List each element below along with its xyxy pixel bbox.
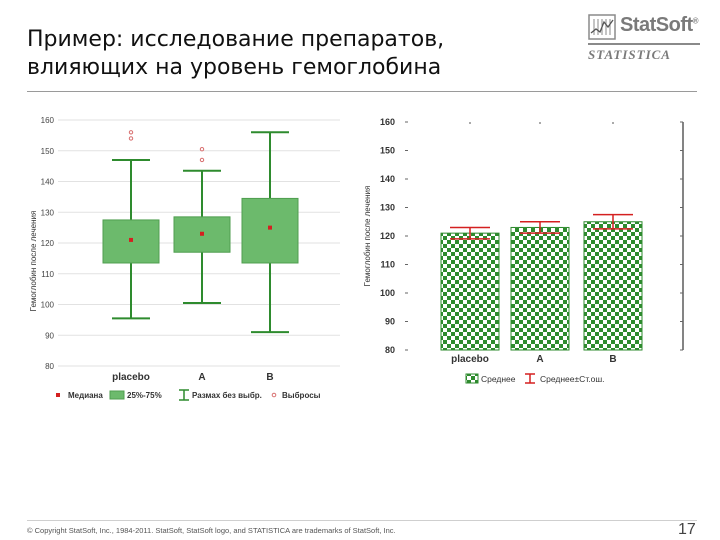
legend-median-label: Медиана xyxy=(68,391,103,400)
legend-error-label: Среднее±Ст.ош. xyxy=(540,374,605,384)
bar-y-tick-label: 150 xyxy=(380,146,395,156)
bar-y-tick-label: 140 xyxy=(380,174,395,184)
box-plot-chart: 80 90 100 110 120 130 140 150 160 placebo A B Гемо… xyxy=(29,116,340,401)
box-x-tick-label: B xyxy=(266,372,273,383)
legend-median-marker xyxy=(56,393,60,397)
box-iqr xyxy=(241,197,299,264)
box-y-axis-label: Гемоглобин после лечения xyxy=(29,211,38,312)
box-median-marker xyxy=(268,225,272,230)
box-outlier xyxy=(128,136,134,141)
copyright-text: © Copyright StatSoft, Inc., 1984-2011. S… xyxy=(27,526,396,535)
bar-x-tick-label: A xyxy=(536,354,543,365)
header-divider xyxy=(27,91,697,92)
logo-product: STATISTICA xyxy=(588,47,671,62)
box-y-tick-label: 90 xyxy=(45,331,54,340)
legend-mean-label: Среднее xyxy=(481,374,516,384)
box-outlier xyxy=(199,157,205,163)
logo-divider xyxy=(588,43,700,45)
box-y-tick-label: 140 xyxy=(41,178,55,187)
legend-box-swatch xyxy=(109,390,125,400)
legend-box-label: 25%-75% xyxy=(127,391,162,400)
bar-y-tick-label: 160 xyxy=(380,117,395,127)
title-line-2: влияющих на уровень гемоглобина xyxy=(27,55,442,80)
bar-y-tick-label: 120 xyxy=(380,231,395,241)
bar-x-tick-label: B xyxy=(609,354,616,365)
box-x-tick-label: placebo xyxy=(112,372,150,383)
box-outlier xyxy=(128,130,134,135)
box-y-tick-label: 120 xyxy=(41,239,55,248)
bar-y-tick-label: 130 xyxy=(380,203,395,213)
logo-brand: StatSoft® xyxy=(620,14,699,36)
legend-outlier-marker xyxy=(271,392,277,398)
box-y-tick-label: 150 xyxy=(41,147,55,156)
page-number: 17 xyxy=(678,521,696,538)
page-title: Пример: исследование препаратов, влияющи… xyxy=(27,26,547,82)
bar-y-tick-label: 110 xyxy=(380,260,395,270)
bar-y-tick-label: 80 xyxy=(385,345,395,355)
box-y-tick-label: 130 xyxy=(41,208,55,217)
bar-chart: 80 90 100 110 120 130 140 150 160 placebo A B Гемо… xyxy=(363,117,684,384)
legend-range-label: Размах без выбр. xyxy=(192,391,262,400)
statsoft-logo-icon xyxy=(588,14,616,40)
box-x-tick-label: A xyxy=(198,372,205,383)
box-outlier xyxy=(199,147,205,152)
footer-divider xyxy=(27,520,697,521)
bar-y-tick-label: 90 xyxy=(385,317,395,327)
box-y-tick-label: 160 xyxy=(41,116,55,125)
bar-mean xyxy=(440,232,500,351)
title-line-1: Пример: исследование препаратов, xyxy=(27,27,445,52)
bar-x-tick-label: placebo xyxy=(451,354,489,365)
bar-y-tick-label: 100 xyxy=(380,288,395,298)
bar-mean xyxy=(510,226,570,351)
legend-outliers-label: Выбросы xyxy=(282,391,321,400)
box-median-marker xyxy=(129,237,133,242)
box-median-marker xyxy=(200,231,204,236)
box-y-tick-label: 80 xyxy=(45,362,54,371)
legend-mean-swatch xyxy=(465,373,479,384)
box-y-tick-label: 110 xyxy=(41,270,54,279)
bar-y-axis-label: Гемоглобин после лечения xyxy=(363,186,372,287)
bar-mean xyxy=(583,221,643,351)
box-y-tick-label: 100 xyxy=(41,301,55,310)
